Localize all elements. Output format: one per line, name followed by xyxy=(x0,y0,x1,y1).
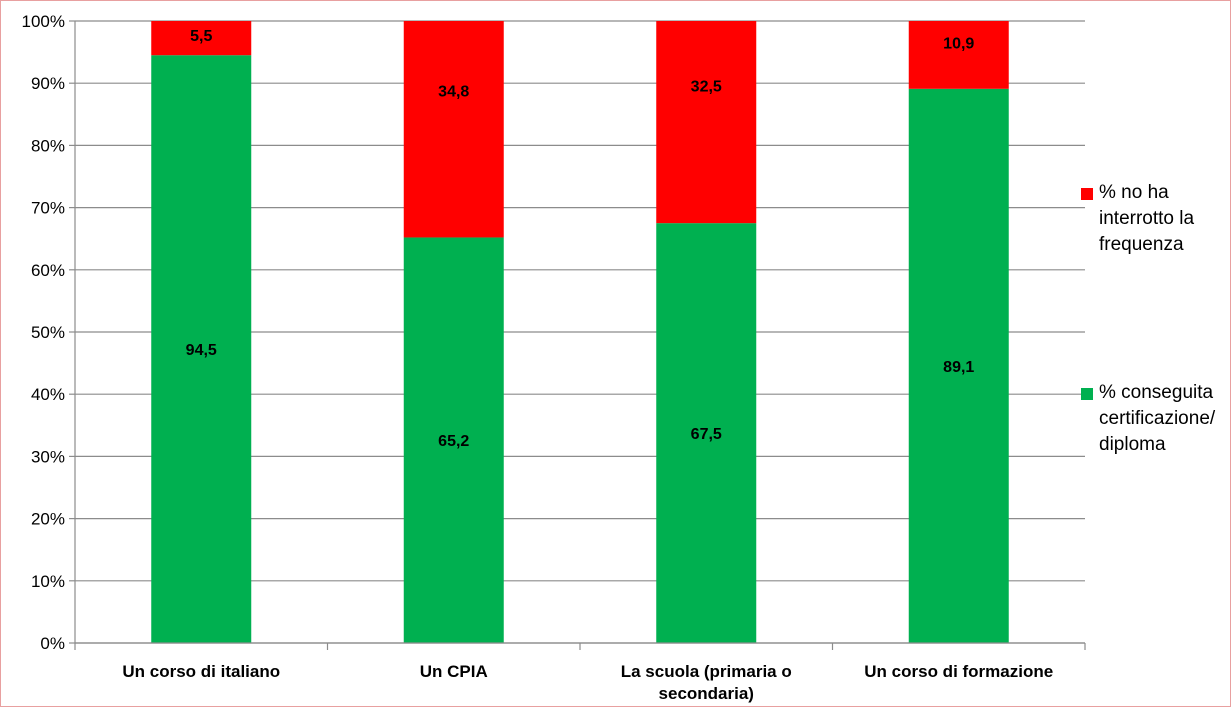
data-label: 94,5 xyxy=(186,342,217,359)
x-tick-label: Un CPIA xyxy=(420,662,488,681)
data-label: 67,5 xyxy=(691,426,722,443)
x-tick-label: Un corso di formazione xyxy=(864,662,1053,681)
y-axis: 0% 10% 20% 30% 40% 50% 60% 70% 80% 90% 100% xyxy=(22,12,76,653)
y-tick-label: 50% xyxy=(31,323,65,342)
y-tick-label: 10% xyxy=(31,572,65,591)
legend-label-line: % conseguita xyxy=(1099,382,1214,403)
legend-label-line: interrotto la xyxy=(1099,208,1195,229)
legend-label-line: frequenza xyxy=(1099,234,1184,255)
x-tick-label: La scuola (primaria o xyxy=(621,662,792,681)
legend-item-interrupted: % no ha interrotto la frequenza xyxy=(1079,180,1229,258)
bar-segment-certification xyxy=(908,88,1009,644)
legend: % no ha interrotto la frequenza % conseg… xyxy=(1079,180,1229,458)
bars: 94,5 5,5 65,2 34,8 67,5 32,5 89,1 10,9 xyxy=(151,21,1009,644)
bar-segment-interrupted xyxy=(403,21,504,238)
bar-segment-certification xyxy=(656,223,757,643)
data-label: 65,2 xyxy=(438,433,469,450)
y-tick-label: 20% xyxy=(31,510,65,529)
data-label: 34,8 xyxy=(438,83,469,100)
bar-segment-certification xyxy=(403,237,504,643)
data-label: 32,5 xyxy=(691,79,722,96)
x-tick-label: secondaria) xyxy=(659,684,754,703)
legend-swatch-green xyxy=(1081,388,1093,400)
x-axis: Un corso di italiano Un CPIA La scuola (pr… xyxy=(74,642,1086,703)
y-tick-label: 70% xyxy=(31,199,65,218)
bar-segment-interrupted xyxy=(151,21,252,56)
legend-label-line: certificazione/ xyxy=(1099,408,1216,429)
data-label: 10,9 xyxy=(943,36,974,53)
y-tick-label: 80% xyxy=(31,136,65,155)
data-label: 89,1 xyxy=(943,359,974,376)
y-tick-label: 100% xyxy=(22,12,65,31)
legend-item-certification: % conseguita certificazione/ diploma xyxy=(1079,380,1229,458)
y-tick-label: 30% xyxy=(31,447,65,466)
legend-label-line: diploma xyxy=(1099,434,1166,455)
y-tick-label: 0% xyxy=(40,634,65,653)
legend-swatch-red xyxy=(1081,188,1093,200)
legend-label-line: % no ha xyxy=(1099,182,1169,203)
bar-segment-interrupted xyxy=(656,21,757,224)
data-label: 5,5 xyxy=(190,28,212,45)
x-tick-label: Un corso di italiano xyxy=(122,662,280,681)
bar-segment-interrupted xyxy=(908,21,1009,89)
bar-segment-certification xyxy=(151,55,252,643)
y-tick-label: 90% xyxy=(31,74,65,93)
y-tick-label: 40% xyxy=(31,385,65,404)
y-tick-label: 60% xyxy=(31,261,65,280)
